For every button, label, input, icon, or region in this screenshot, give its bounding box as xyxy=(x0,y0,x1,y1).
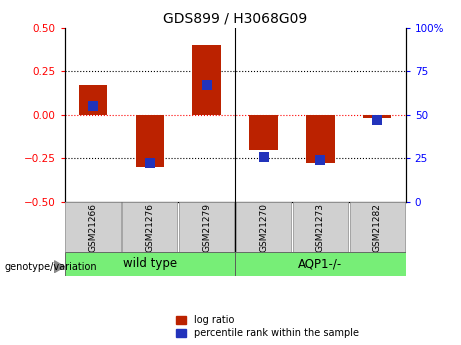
Bar xyxy=(136,115,164,167)
Bar xyxy=(363,115,391,118)
Point xyxy=(260,154,267,159)
Text: GSM21273: GSM21273 xyxy=(316,203,325,252)
Bar xyxy=(235,252,406,276)
Bar xyxy=(179,202,234,252)
Text: GSM21270: GSM21270 xyxy=(259,203,268,252)
Text: GSM21276: GSM21276 xyxy=(145,203,154,252)
Bar xyxy=(65,252,235,276)
Point xyxy=(317,157,324,163)
Polygon shape xyxy=(54,261,65,273)
Point xyxy=(89,103,97,109)
Text: GSM21282: GSM21282 xyxy=(373,203,382,252)
Bar xyxy=(306,115,335,164)
Title: GDS899 / H3068G09: GDS899 / H3068G09 xyxy=(163,11,307,25)
Bar xyxy=(350,202,405,252)
Point xyxy=(203,82,210,88)
Text: AQP1-/-: AQP1-/- xyxy=(298,257,343,270)
Legend: log ratio, percentile rank within the sample: log ratio, percentile rank within the sa… xyxy=(176,315,359,338)
Text: GSM21266: GSM21266 xyxy=(89,203,97,252)
Text: wild type: wild type xyxy=(123,257,177,270)
Bar xyxy=(65,202,120,252)
Bar xyxy=(79,85,107,115)
Bar xyxy=(193,45,221,115)
Bar xyxy=(249,115,278,150)
Point xyxy=(373,117,381,123)
Text: genotype/variation: genotype/variation xyxy=(5,263,97,272)
Bar xyxy=(122,202,177,252)
Text: GSM21279: GSM21279 xyxy=(202,203,211,252)
Bar xyxy=(293,202,348,252)
Point xyxy=(146,161,154,166)
Bar xyxy=(236,202,291,252)
